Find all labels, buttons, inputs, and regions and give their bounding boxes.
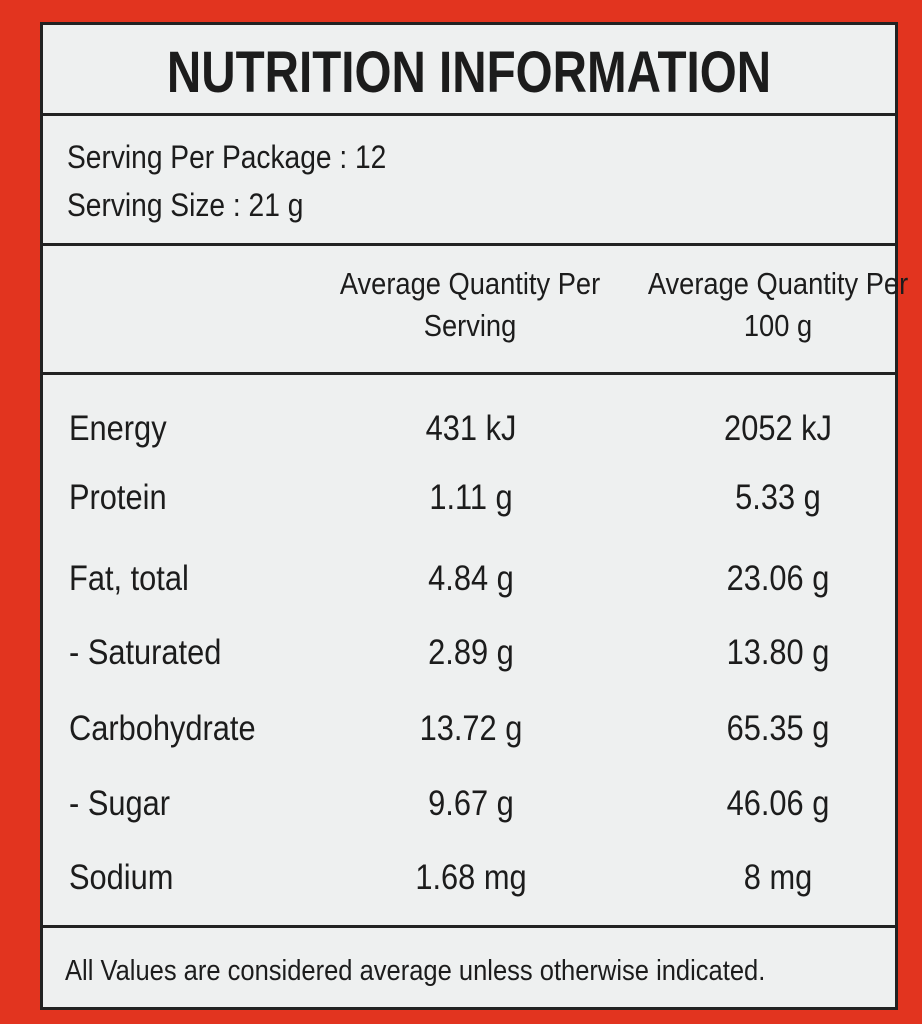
divider: [43, 243, 895, 246]
nutrient-name: Carbohydrate: [69, 709, 256, 748]
nutrient-name: - Saturated: [69, 633, 222, 672]
footer-note: All Values are considered average unless…: [65, 955, 766, 987]
nutrient-value: 9.67 g: [428, 784, 514, 823]
nutrient-name: Sodium: [69, 858, 174, 897]
nutrient-value: 1.11 g: [429, 478, 513, 517]
divider: [43, 372, 895, 375]
divider: [43, 925, 895, 928]
nutrient-value: 431 kJ: [425, 409, 517, 448]
nutrient-value: 2052 kJ: [724, 409, 832, 448]
nutrient-name: Fat, total: [69, 559, 189, 598]
nutrient-value: 2.89 g: [428, 633, 514, 672]
nutrient-value: 23.06 g: [726, 559, 830, 598]
nutrient-value: 8 mg: [743, 858, 813, 897]
divider: [43, 113, 895, 116]
nutrient-value: 5.33 g: [735, 478, 821, 517]
nutrient-value: 13.72 g: [419, 709, 523, 748]
nutrient-name: - Sugar: [69, 784, 171, 823]
serving-line: Serving Size : 21 g: [67, 187, 304, 223]
nutrient-value: 1.68 mg: [415, 858, 527, 897]
nutrient-value: 46.06 g: [726, 784, 830, 823]
nutrient-value: 13.80 g: [726, 633, 830, 672]
nutrient-value: 4.84 g: [428, 559, 514, 598]
title: NUTRITION INFORMATION: [166, 40, 772, 105]
nutrient-name: Energy: [69, 409, 167, 448]
column-header: Average Quantity Per Serving: [339, 266, 601, 343]
nutrient-name: Protein: [69, 478, 167, 517]
nutrition-panel: NUTRITION INFORMATION Serving Per Packag…: [40, 22, 908, 1010]
column-header: Average Quantity Per 100 g: [647, 266, 909, 343]
nutrient-value: 65.35 g: [726, 709, 830, 748]
serving-line: Serving Per Package : 12: [67, 139, 387, 175]
